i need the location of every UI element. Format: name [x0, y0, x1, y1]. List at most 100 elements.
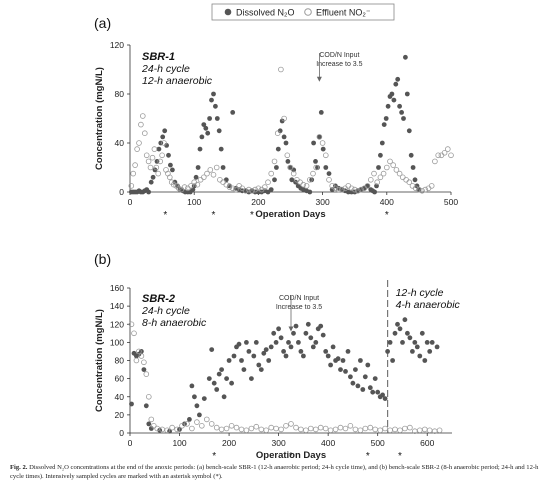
point-effluent-no2	[249, 188, 255, 194]
point-dissolved-n2o	[391, 97, 397, 103]
point-dissolved-n2o	[251, 353, 257, 359]
point-effluent-no2	[194, 181, 201, 188]
point-dissolved-n2o	[156, 146, 162, 152]
asterisk-marker: *	[289, 451, 293, 462]
point-dissolved-n2o	[365, 362, 371, 368]
point-effluent-no2	[174, 426, 180, 433]
point-dissolved-n2o	[362, 374, 368, 380]
point-dissolved-n2o	[279, 118, 285, 124]
point-effluent-no2	[217, 177, 223, 183]
point-effluent-no2	[252, 186, 259, 193]
point-dissolved-n2o	[220, 165, 226, 170]
point-effluent-no2	[371, 170, 377, 177]
point-effluent-no2	[407, 424, 413, 431]
point-dissolved-n2o	[239, 358, 244, 363]
point-effluent-no2	[204, 170, 210, 177]
point-dissolved-n2o	[293, 323, 299, 329]
point-effluent-no2	[335, 186, 342, 193]
point-dissolved-n2o	[209, 97, 214, 103]
point-dissolved-n2o	[236, 341, 242, 347]
point-effluent-no2	[399, 174, 406, 181]
x-tick-label: 400	[380, 197, 394, 207]
point-effluent-no2	[426, 427, 433, 434]
asterisk-marker: *	[212, 451, 216, 462]
point-dissolved-n2o	[429, 340, 435, 345]
point-effluent-no2	[153, 164, 160, 171]
asterisk-marker: *	[398, 451, 402, 462]
point-effluent-no2	[441, 150, 448, 156]
legend-marker-dissolved	[224, 8, 232, 16]
point-effluent-no2	[374, 179, 381, 186]
point-effluent-no2	[159, 152, 165, 159]
panel-label: (b)	[94, 251, 111, 267]
point-dissolved-n2o	[285, 159, 291, 164]
point-dissolved-n2o	[203, 125, 209, 131]
point-dissolved-n2o	[400, 340, 405, 345]
y-tick-label: 80	[115, 89, 125, 99]
asterisk-marker: *	[366, 451, 370, 462]
point-dissolved-n2o	[378, 152, 383, 158]
point-effluent-no2	[290, 170, 297, 177]
figure-caption: Fig. 2. Dissolved N₂O concentrations at …	[10, 464, 546, 481]
point-effluent-no2	[316, 134, 323, 140]
point-effluent-no2	[220, 179, 226, 186]
point-dissolved-n2o	[231, 353, 237, 359]
point-dissolved-n2o	[406, 128, 412, 134]
point-effluent-no2	[184, 421, 190, 427]
point-dissolved-n2o	[229, 380, 235, 386]
asterisk-marker: *	[385, 210, 389, 221]
point-effluent-no2	[233, 424, 240, 431]
x-tick-label: 400	[321, 438, 335, 448]
point-dissolved-n2o	[326, 171, 332, 177]
point-dissolved-n2o	[143, 403, 149, 409]
caption-text: Dissolved N₂O concentrations at the end …	[10, 464, 539, 480]
point-dissolved-n2o	[283, 353, 289, 359]
point-effluent-no2	[141, 359, 147, 366]
point-effluent-no2	[306, 177, 313, 183]
point-dissolved-n2o	[253, 340, 259, 345]
point-dissolved-n2o	[148, 426, 154, 431]
point-dissolved-n2o	[168, 162, 173, 168]
point-effluent-no2	[204, 416, 210, 423]
point-effluent-no2	[297, 179, 303, 186]
point-effluent-no2	[307, 425, 314, 432]
point-effluent-no2	[268, 170, 275, 177]
point-effluent-no2	[327, 427, 334, 434]
point-dissolved-n2o	[422, 358, 428, 363]
point-effluent-no2	[319, 140, 326, 146]
point-effluent-no2	[176, 185, 182, 192]
x-axis-label: Operation Days	[256, 450, 326, 461]
point-dissolved-n2o	[197, 146, 203, 152]
point-dissolved-n2o	[407, 335, 413, 341]
point-effluent-no2	[322, 152, 329, 159]
point-effluent-no2	[218, 426, 225, 433]
point-effluent-no2	[293, 424, 299, 431]
point-effluent-no2	[287, 164, 294, 171]
point-dissolved-n2o	[353, 367, 358, 372]
asterisk-marker: *	[212, 210, 216, 221]
point-dissolved-n2o	[370, 389, 376, 395]
point-effluent-no2	[273, 425, 279, 432]
point-effluent-no2	[132, 162, 138, 168]
point-dissolved-n2o	[424, 340, 430, 345]
x-tick-label: 300	[316, 197, 330, 207]
point-dissolved-n2o	[296, 340, 301, 345]
point-dissolved-n2o	[385, 103, 391, 109]
point-effluent-no2	[444, 146, 451, 152]
point-dissolved-n2o	[141, 367, 147, 372]
legend-label-dissolved: Dissolved N₂O	[236, 8, 295, 18]
point-dissolved-n2o	[150, 174, 156, 180]
point-dissolved-n2o	[358, 358, 363, 363]
point-dissolved-n2o	[372, 376, 378, 381]
point-dissolved-n2o	[268, 344, 274, 350]
point-dissolved-n2o	[194, 403, 200, 409]
point-dissolved-n2o	[427, 349, 433, 354]
point-dissolved-n2o	[216, 371, 222, 377]
cycle-note-after-change: 4-h anaerobic	[396, 299, 461, 311]
point-effluent-no2	[367, 424, 374, 431]
point-effluent-no2	[416, 186, 422, 193]
point-dissolved-n2o	[395, 76, 401, 82]
point-effluent-no2	[128, 321, 135, 328]
point-dissolved-n2o	[207, 116, 213, 121]
point-dissolved-n2o	[129, 401, 134, 407]
